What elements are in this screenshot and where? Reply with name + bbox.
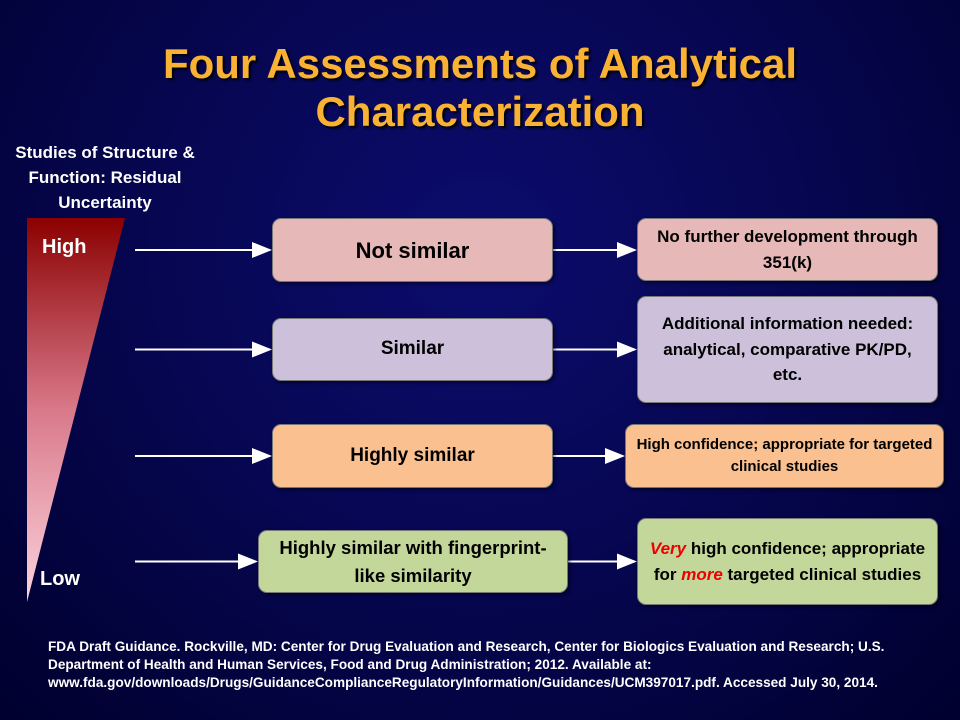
outcome-text: Additional information needed: analytica… (648, 311, 927, 388)
assessment-text: Not similar (355, 237, 470, 263)
assessment-box: Highly similar (272, 424, 553, 488)
outcome-box: No further development through 351(k) (637, 218, 938, 281)
high-label: High (42, 236, 87, 258)
outcome-text: No further development through 351(k) (648, 224, 927, 275)
assessment-text: Similar (380, 338, 445, 360)
assessment-box: Highly similar with fingerprint-like sim… (258, 530, 568, 593)
text-segment: targeted clinical studies (722, 564, 922, 584)
emphasis: more (681, 564, 723, 584)
emphasis: Very (649, 539, 687, 558)
title: Four Assessments of Analytical Character… (162, 40, 798, 135)
assessment-text: Highly similar with fingerprint-like sim… (279, 536, 547, 586)
assessment-text: Highly similar (350, 444, 475, 466)
text-segment: high confidence; appropriate for (653, 539, 926, 584)
text-segment: High confidence; appropriate for targete… (636, 435, 933, 476)
assessment-box: Not similar (272, 218, 553, 282)
footnote: FDA Draft Guidance. Rockville, MD: Cente… (48, 639, 885, 690)
scale-label: Studies of Structure & Function: Residua… (15, 143, 195, 212)
outcome-box: Very high confidence; appropriate for mo… (637, 518, 938, 605)
low-label: Low (40, 568, 80, 590)
text-segment: Additional information needed: analytica… (661, 314, 914, 385)
outcome-text: High confidence; appropriate for targete… (636, 434, 933, 479)
outcome-box: High confidence; appropriate for targete… (625, 424, 944, 488)
uncertainty-triangle (27, 218, 125, 602)
outcome-text: Very high confidence; appropriate for mo… (648, 536, 927, 587)
outcome-box: Additional information needed: analytica… (637, 296, 938, 403)
assessment-box: Similar (272, 318, 553, 381)
text-segment: No further development through 351(k) (657, 227, 918, 272)
